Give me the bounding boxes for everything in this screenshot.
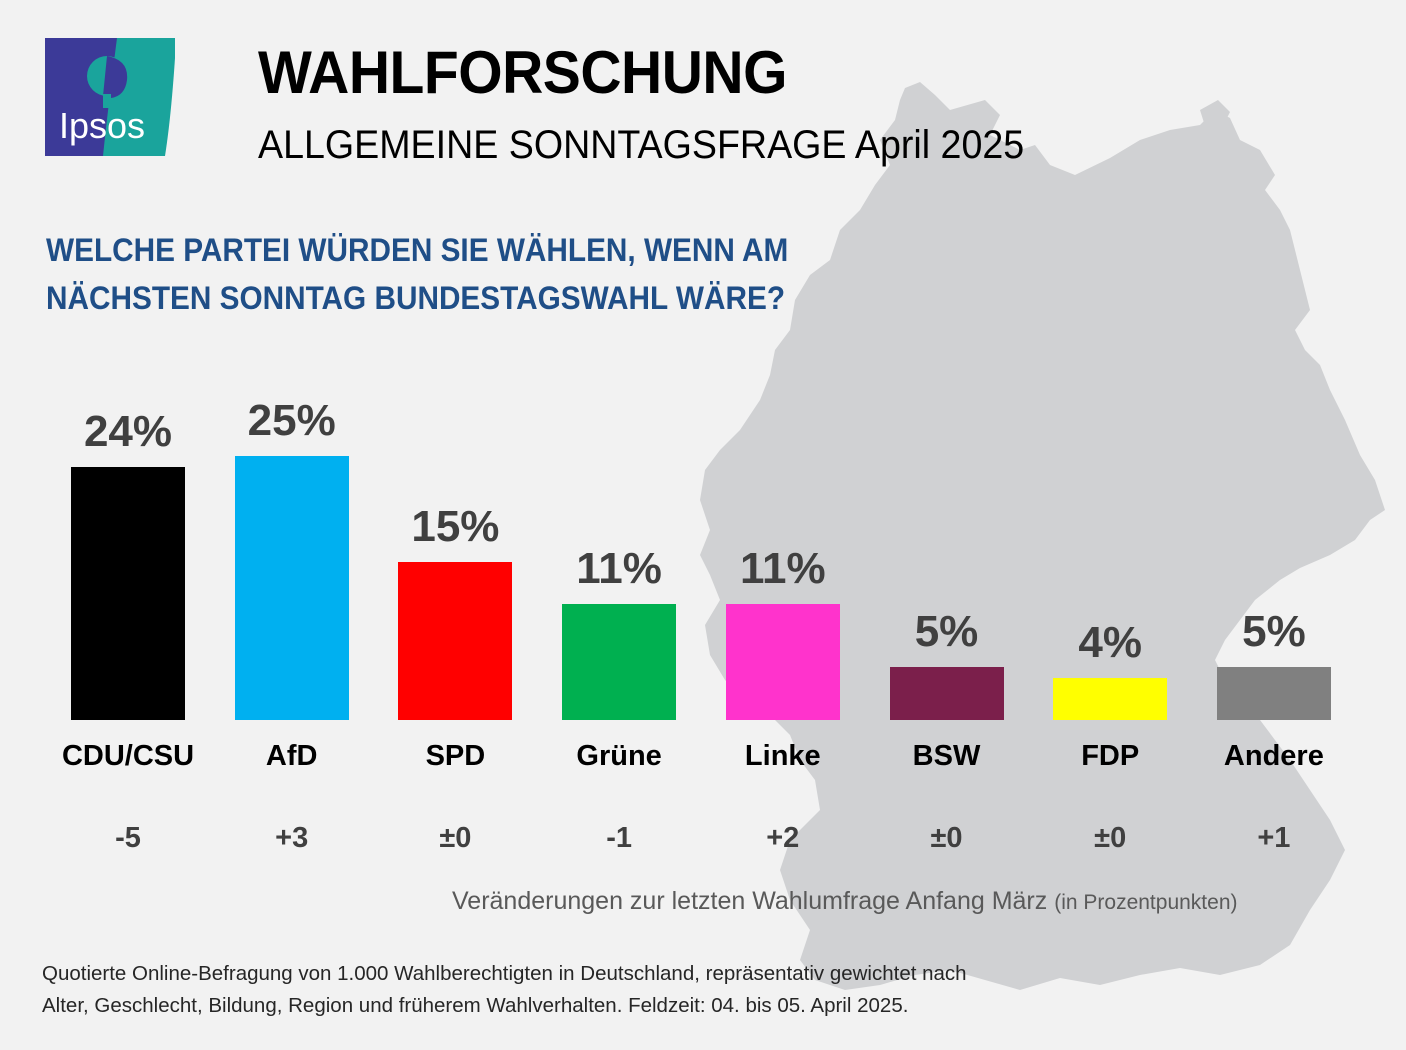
- change-note-unit: (in Prozentpunkten): [1054, 891, 1238, 914]
- methodology-footnote: Quotierte Online-Befragung von 1.000 Wah…: [42, 958, 967, 1022]
- bar-0: [71, 466, 185, 720]
- logo-tree-head-icon: [87, 56, 128, 108]
- bar-value-label: 4%: [1078, 617, 1142, 667]
- category-label: Grüne: [576, 740, 662, 772]
- change-value: ±0: [1094, 822, 1127, 854]
- bar-2: [398, 561, 513, 720]
- change-value: -5: [115, 822, 141, 854]
- ipsos-logo: Ipsos: [45, 38, 175, 156]
- category-label: AfD: [265, 740, 318, 772]
- bar-4: [725, 603, 840, 720]
- germany-map-shape: [700, 82, 1385, 990]
- change-value: +1: [1257, 822, 1291, 854]
- question-line-2: NÄCHSTEN SONNTAG BUNDESTAGSWAHL WÄRE?: [46, 280, 786, 316]
- bar-value-label: 24%: [83, 406, 173, 456]
- change-value: -1: [606, 822, 632, 854]
- category-label: Linke: [744, 740, 821, 772]
- bar-value-label: 11%: [739, 543, 826, 593]
- bar-value-label: 25%: [247, 396, 336, 446]
- change-value: ±0: [930, 822, 963, 854]
- question-line-1: WELCHE PARTEI WÜRDEN SIE WÄHLEN, WENN AM: [46, 232, 789, 268]
- survey-question: WELCHE PARTEI WÜRDEN SIE WÄHLEN, WENN AM…: [46, 226, 788, 322]
- bar-value-label: 11%: [576, 543, 662, 593]
- bar-1: [234, 456, 349, 720]
- footnote-line-2: Alter, Geschlecht, Bildung, Region und f…: [42, 994, 909, 1017]
- category-label: BSW: [912, 740, 981, 772]
- category-label: FDP: [1081, 740, 1140, 772]
- change-note: Veränderungen zur letzten Wahlumfrage An…: [452, 884, 1238, 920]
- bar-5: [889, 667, 1004, 720]
- bar-3: [562, 603, 677, 720]
- bar-chart: 24% CDU/CSU -5 25% AfD +3 15% SPD ±0 11% Grüne -1 11…: [61, 396, 1331, 854]
- footnote-line-1: Quotierte Online-Befragung von 1.000 Wah…: [42, 962, 967, 985]
- change-value: +2: [766, 822, 800, 854]
- bar-7: [1216, 667, 1331, 720]
- category-label: Andere: [1223, 740, 1324, 772]
- bar-value-label: 5%: [1242, 607, 1306, 657]
- bar-value-label: 15%: [411, 501, 500, 551]
- germany-map-island: [1200, 100, 1230, 128]
- bar-6: [1053, 677, 1168, 720]
- change-value: ±0: [439, 822, 472, 854]
- page-title: WAHLFORSCHUNG: [258, 39, 787, 106]
- change-note-text: Veränderungen zur letzten Wahlumfrage An…: [452, 887, 1048, 915]
- category-label: CDU/CSU: [61, 740, 195, 772]
- page-subtitle: ALLGEMEINE SONNTAGSFRAGE April 2025: [258, 123, 1025, 167]
- logo-wordmark: Ipsos: [59, 105, 145, 146]
- category-label: SPD: [425, 740, 486, 772]
- change-value: +3: [275, 822, 309, 854]
- bar-value-label: 5%: [914, 607, 979, 657]
